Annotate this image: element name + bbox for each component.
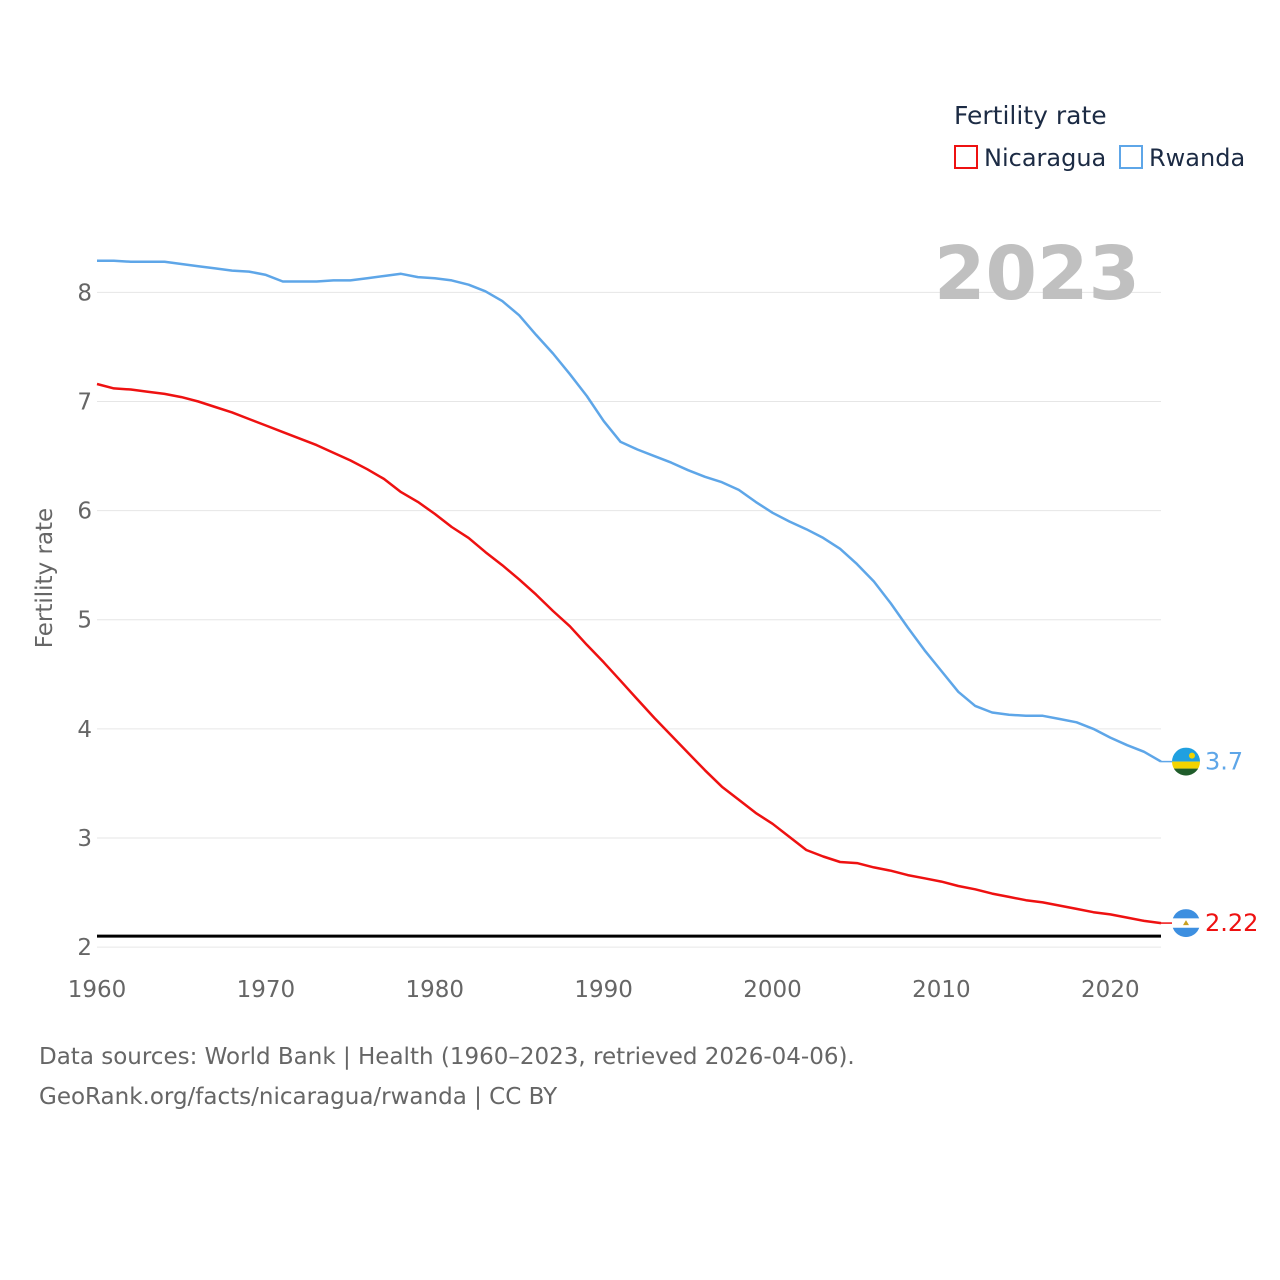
series-line-nicaragua[interactable] — [96, 382, 1162, 925]
legend: Fertility rate Nicaragua Rwanda — [954, 101, 1245, 172]
end-markers: 2.22 3.7 — [1161, 747, 1258, 938]
y-axis-label: Fertility rate — [32, 508, 58, 648]
end-value-label-rwanda: 3.7 — [1205, 748, 1243, 776]
y-tick-label: 8 — [77, 280, 92, 306]
y-tick-label: 5 — [77, 608, 92, 634]
nicaragua-flag-icon — [1172, 909, 1200, 938]
grid-lines — [97, 291, 1161, 948]
end-value-label-nicaragua: 2.22 — [1205, 909, 1258, 937]
x-tick-label: 2000 — [743, 977, 802, 1003]
legend-swatch-nicaragua[interactable] — [954, 145, 978, 169]
y-tick-label: 2 — [77, 935, 92, 961]
year-label: 2023 — [934, 231, 1140, 317]
y-tick-label: 4 — [77, 717, 92, 743]
x-tick-label: 1980 — [406, 977, 465, 1003]
legend-label-nicaragua[interactable]: Nicaragua — [984, 144, 1106, 172]
x-tick-label: 1960 — [68, 977, 127, 1003]
y-tick-label: 3 — [77, 826, 92, 852]
legend-title: Fertility rate — [954, 101, 1107, 130]
legend-swatch-rwanda[interactable] — [1119, 145, 1143, 169]
x-tick-label: 1990 — [574, 977, 633, 1003]
footer-sources: Data sources: World Bank | Health (1960–… — [39, 1044, 855, 1070]
x-axis-ticks: 1960 1970 1980 1990 2000 2010 2020 — [68, 977, 1140, 1003]
x-tick-label: 2020 — [1081, 977, 1140, 1003]
rwanda-flag-icon — [1172, 747, 1200, 776]
y-axis-ticks: 2 3 4 5 6 7 8 — [77, 280, 92, 961]
y-tick-label: 7 — [77, 390, 92, 416]
series-lines — [96, 259, 1162, 925]
footer-attribution[interactable]: GeoRank.org/facts/nicaragua/rwanda | CC … — [39, 1084, 558, 1110]
x-tick-label: 1970 — [237, 977, 296, 1003]
x-tick-label: 2010 — [912, 977, 971, 1003]
y-tick-label: 6 — [77, 499, 92, 525]
series-line-rwanda[interactable] — [97, 259, 1162, 763]
legend-label-rwanda[interactable]: Rwanda — [1149, 144, 1245, 172]
